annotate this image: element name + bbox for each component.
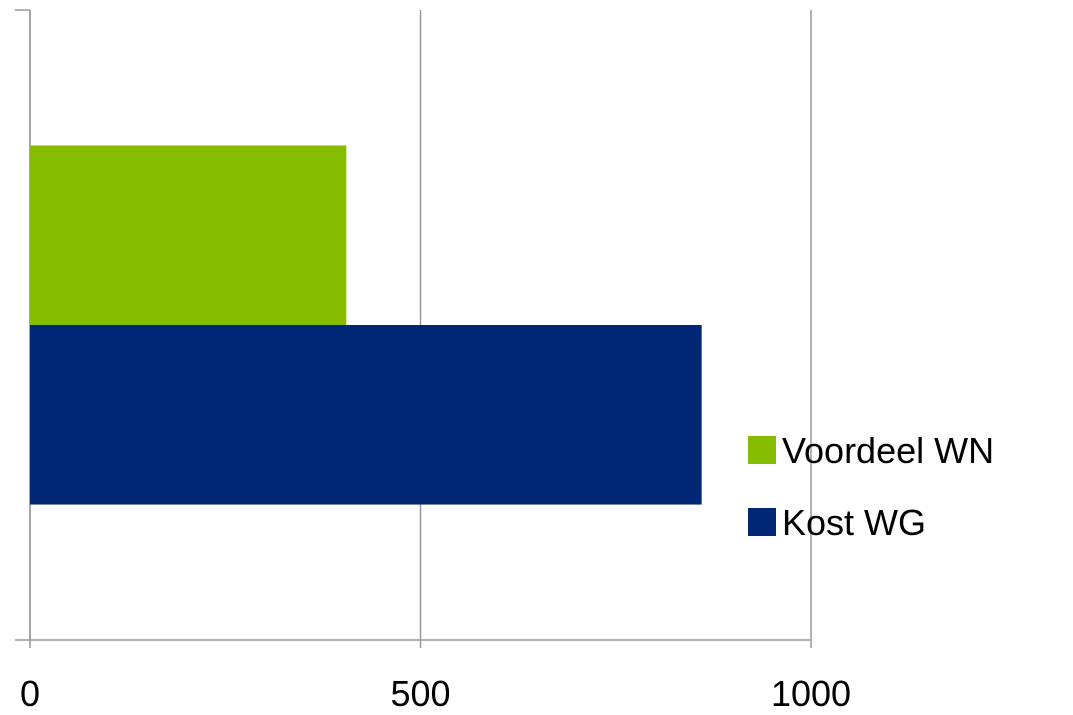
- bar: [30, 325, 702, 505]
- legend-label: Kost WG: [782, 502, 926, 543]
- legend-label: Voordeel WN: [782, 430, 994, 471]
- x-tick-label: 0: [20, 673, 40, 714]
- bar: [30, 145, 347, 325]
- legend-swatch: [748, 436, 776, 464]
- legend-swatch: [748, 508, 776, 536]
- x-tick-label: 500: [390, 673, 450, 714]
- x-tick-label: 1000: [771, 673, 851, 714]
